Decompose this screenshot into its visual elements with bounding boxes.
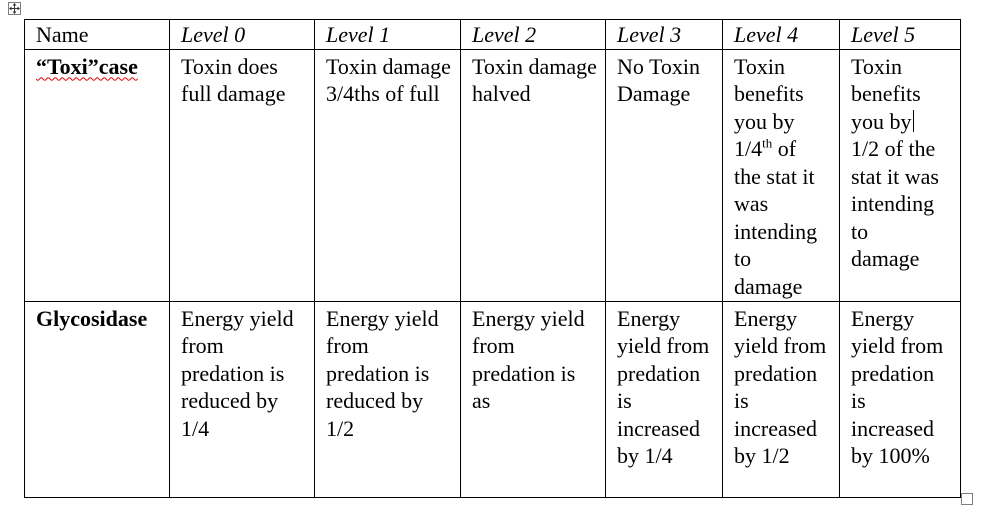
header-level-3-cell[interactable]: Level 3 [605, 19, 723, 50]
cell-text-line: intending [734, 218, 818, 244]
level-0-cell[interactable]: Toxin does full damage [169, 48, 315, 302]
four-arrows-icon [9, 3, 20, 14]
table-move-handle-icon[interactable] [8, 2, 21, 15]
header-name-cell[interactable]: Name [24, 19, 170, 50]
level-5-cell[interactable]: Toxin benefits you by 1/2 of the stat it… [839, 48, 961, 302]
cell-text-line: was [734, 191, 769, 216]
cell-text-line: to [851, 218, 869, 244]
row-name-cell[interactable]: “Toxi”case [24, 48, 170, 302]
cell-text-line: benefits [851, 81, 921, 106]
header-level-2-cell[interactable]: Level 2 [460, 19, 606, 50]
cell-text-line: to [734, 246, 752, 271]
text-cursor [912, 109, 914, 132]
level-3-cell[interactable]: No Toxin Damage [605, 48, 723, 302]
fraction-text: 1/4 [734, 136, 763, 161]
level-4-cell[interactable]: Toxin benefits you by 1/4th of the stat … [722, 48, 840, 302]
cell-text: of [772, 136, 797, 161]
cell-text-line: the stat it [734, 163, 815, 189]
table-header-row: Name Level 0 Level 1 Level 2 Level 3 Lev… [24, 19, 961, 50]
level-3-cell[interactable]: Energy yield from predation is increased… [605, 300, 723, 498]
header-level-0-cell[interactable]: Level 0 [169, 19, 315, 50]
level-2-cell[interactable]: Toxin damage halved [460, 48, 606, 302]
level-5-cell[interactable]: Energy yield from predation is increased… [839, 300, 961, 498]
header-level-1-cell[interactable]: Level 1 [314, 19, 461, 50]
cell-text-line: intending [851, 191, 935, 216]
table-row-toxicase: “Toxi”case Toxin does full damage Toxin … [24, 48, 961, 302]
cell-text-line: damage [734, 273, 803, 299]
levels-table: Name Level 0 Level 1 Level 2 Level 3 Lev… [24, 19, 961, 498]
level-0-cell[interactable]: Energy yield from predation is reduced b… [169, 300, 315, 498]
cell-text-line: damage [851, 246, 920, 271]
spellcheck-flagged-word[interactable]: “Toxi”case [36, 53, 138, 79]
header-level-5-cell[interactable]: Level 5 [839, 19, 961, 50]
table-row-glycosidase: Glycosidase Energy yield from predation … [24, 300, 961, 498]
table-resize-handle[interactable] [961, 493, 973, 505]
cell-text: you by [851, 108, 912, 134]
cell-text-line: 1/4th of [734, 135, 833, 163]
cell-text-line: you by [734, 108, 795, 134]
cell-text-line: 1/2 of the [851, 136, 936, 161]
row-name-cell[interactable]: Glycosidase [24, 300, 170, 498]
cell-text-line: benefits [734, 81, 804, 106]
cell-text-line: stat it was [851, 163, 939, 189]
level-1-cell[interactable]: Energy yield from predation is reduced b… [314, 300, 461, 498]
level-4-cell[interactable]: Energy yield from predation is increased… [722, 300, 840, 498]
level-2-cell[interactable]: Energy yield from predation is as [460, 300, 606, 498]
cell-text-line: you by [851, 108, 954, 136]
cell-text-line: Toxin [734, 53, 786, 79]
cell-text-line: Toxin [851, 53, 903, 79]
level-1-cell[interactable]: Toxin damage 3/4ths of full [314, 48, 461, 302]
header-level-4-cell[interactable]: Level 4 [722, 19, 840, 50]
ordinal-superscript: th [762, 135, 773, 151]
